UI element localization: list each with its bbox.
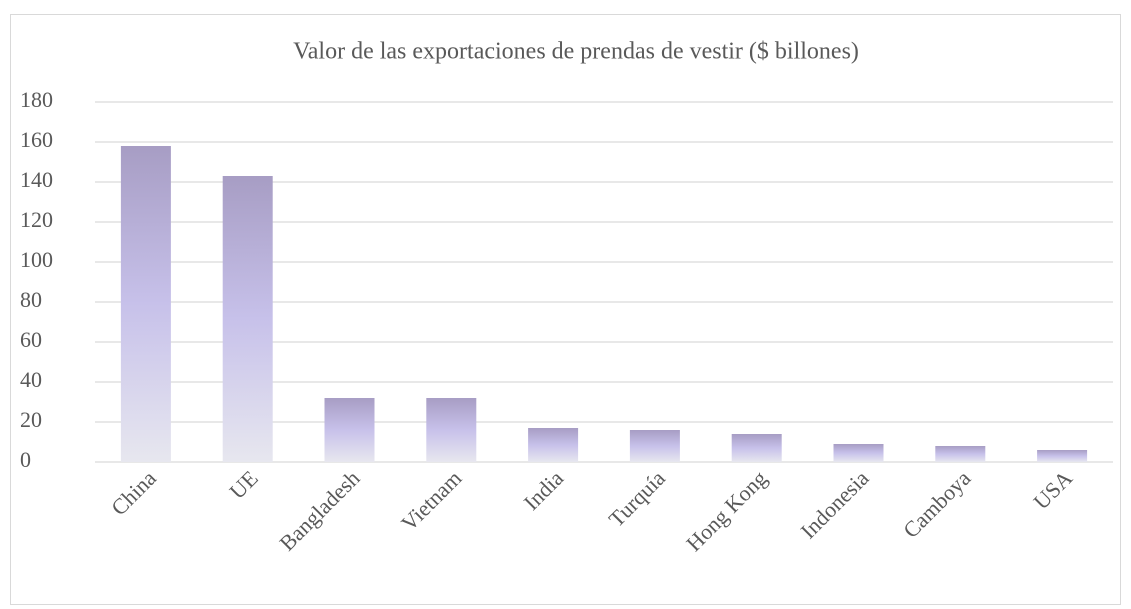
bar [935, 446, 986, 462]
bar [324, 398, 375, 462]
bar [1037, 450, 1088, 462]
bar [222, 176, 273, 462]
bar [120, 146, 171, 462]
y-tick-label: 60 [20, 327, 42, 352]
chart-frame [10, 14, 1121, 605]
bar [629, 430, 680, 462]
y-tick-label: 180 [20, 87, 53, 112]
bar [426, 398, 477, 462]
y-tick-label: 20 [20, 407, 42, 432]
bar [833, 444, 884, 462]
chart-title: Valor de las exportaciones de prendas de… [293, 39, 859, 65]
y-tick-label: 120 [20, 207, 53, 232]
bar [528, 428, 579, 462]
y-tick-label: 40 [20, 367, 42, 392]
y-tick-label: 80 [20, 287, 42, 312]
bar [731, 434, 782, 462]
y-tick-label: 0 [20, 447, 31, 472]
y-tick-label: 100 [20, 247, 53, 272]
y-tick-label: 160 [20, 127, 53, 152]
y-tick-label: 140 [20, 167, 53, 192]
